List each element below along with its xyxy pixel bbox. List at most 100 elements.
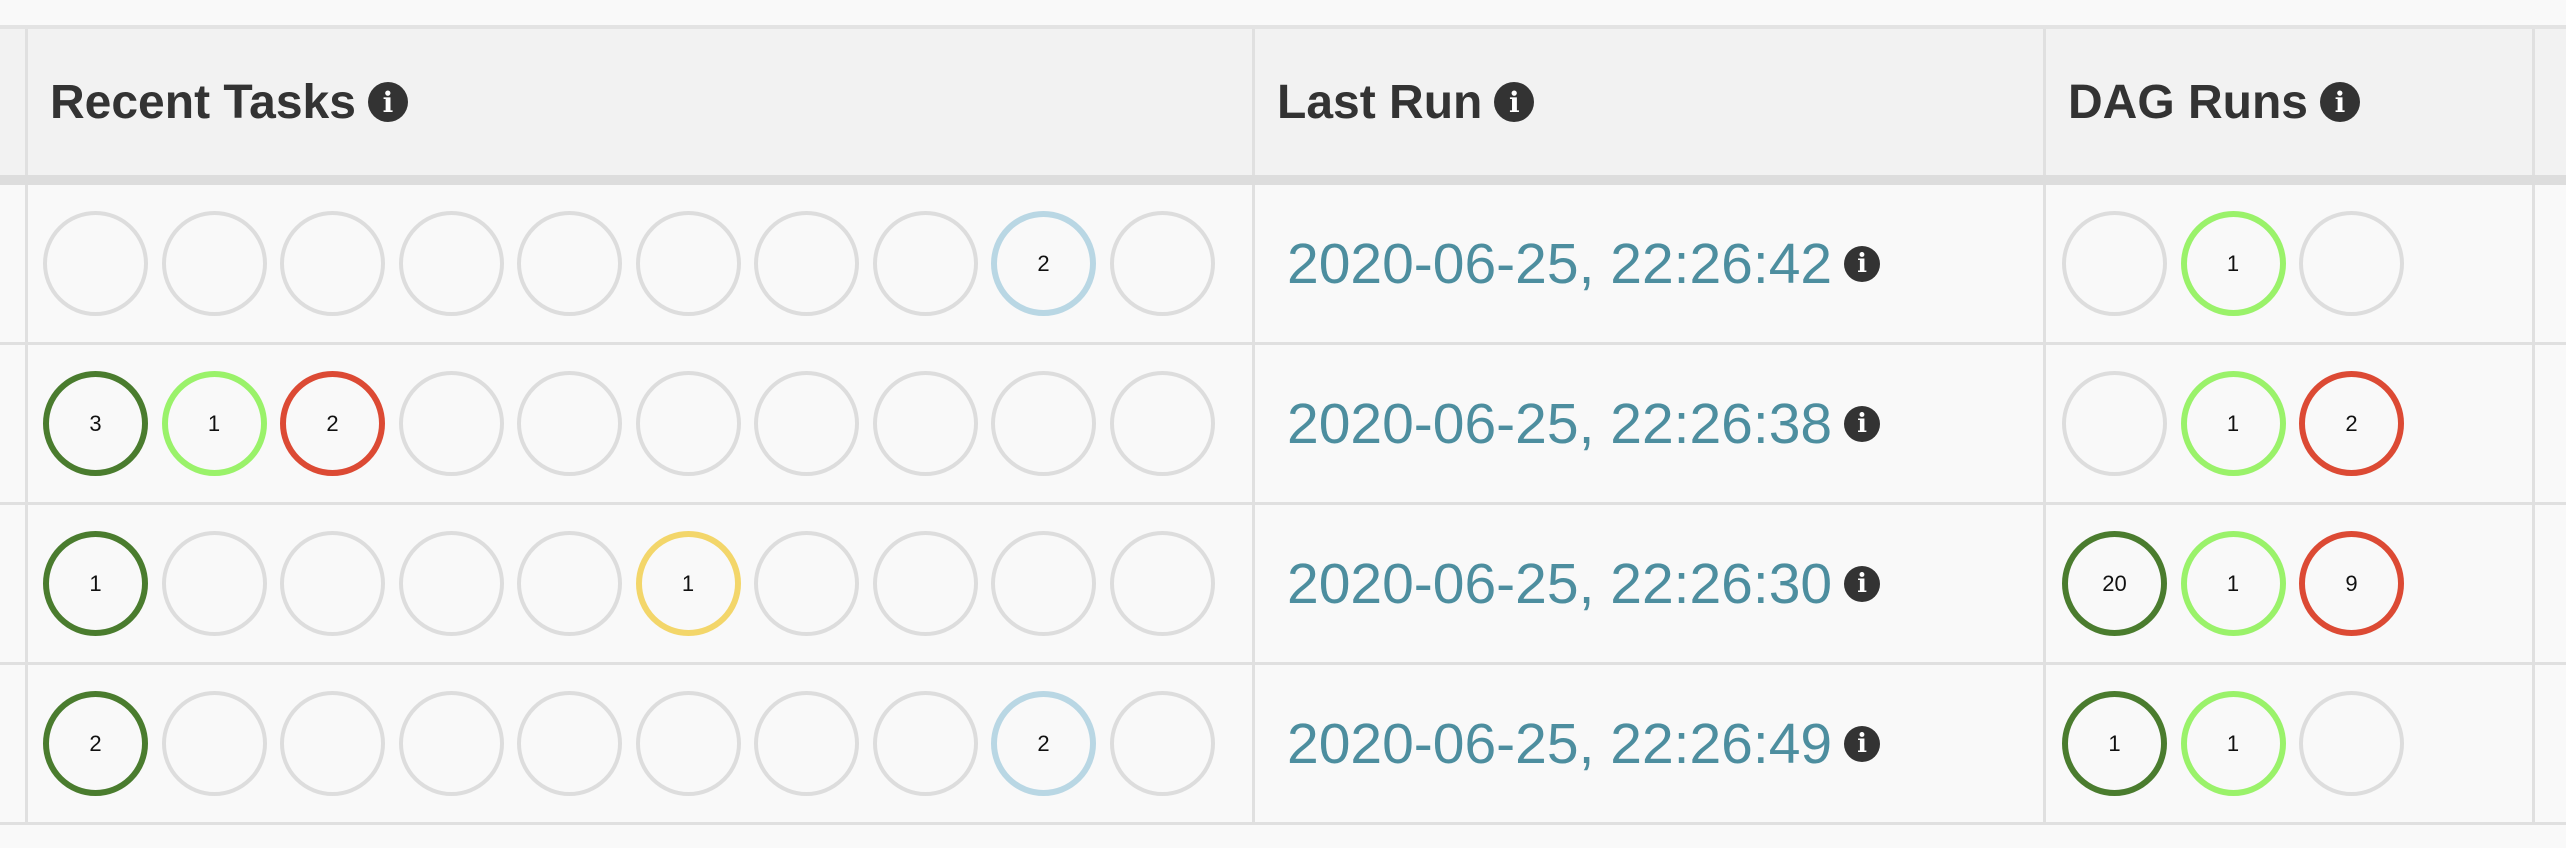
state-circle-none[interactable] — [1109, 211, 1215, 316]
state-circle-none[interactable] — [280, 531, 385, 636]
column-divider — [1252, 505, 1255, 662]
state-circle-none[interactable] — [872, 211, 978, 316]
info-circle-icon[interactable]: i — [367, 82, 408, 122]
state-circle-none[interactable] — [280, 691, 385, 796]
table-row: 2 2020-06-25, 22:26:42 i 1 — [0, 185, 2566, 345]
state-circle-none[interactable] — [161, 691, 267, 796]
dags-table: Recent Tasks i Last Run i DAG Runs i 2 20… — [0, 25, 2566, 825]
state-circle-none[interactable] — [1109, 531, 1215, 636]
column-divider — [1252, 185, 1255, 342]
last-run-cell: 2020-06-25, 22:26:30 i — [1287, 505, 1881, 662]
state-circle-none[interactable] — [398, 371, 504, 476]
state-circle-none[interactable] — [161, 211, 267, 316]
state-circle-none[interactable] — [635, 691, 741, 796]
header-last-run: Last Run i — [1277, 29, 1535, 175]
column-divider — [2043, 345, 2046, 502]
state-circle-none[interactable] — [398, 531, 504, 636]
state-circle-none[interactable] — [398, 691, 504, 796]
header-dag-runs: DAG Runs i — [2068, 29, 2360, 175]
state-circle-success[interactable]: 1 — [43, 531, 148, 636]
dag-runs-circles: 20 1 9 — [2062, 531, 2418, 636]
state-circle-failed[interactable]: 2 — [2299, 371, 2404, 476]
state-circle-none[interactable] — [635, 371, 741, 476]
state-circle-success[interactable]: 20 — [2062, 531, 2167, 636]
state-circle-none[interactable] — [2062, 371, 2167, 476]
state-circle-success[interactable]: 1 — [2062, 691, 2167, 796]
state-circle-none[interactable] — [1109, 691, 1215, 796]
state-circle-failed[interactable]: 9 — [2299, 531, 2404, 636]
state-circle-scheduled[interactable]: 2 — [991, 211, 1096, 316]
state-circle-none[interactable] — [161, 531, 267, 636]
column-divider — [25, 185, 28, 342]
state-circle-none[interactable] — [754, 531, 859, 636]
last-run-cell: 2020-06-25, 22:26:38 i — [1287, 345, 1881, 502]
state-circle-none[interactable] — [991, 371, 1096, 476]
state-circle-none[interactable] — [872, 691, 978, 796]
state-circle-running[interactable]: 1 — [2180, 211, 2286, 316]
state-circle-scheduled[interactable]: 2 — [991, 691, 1096, 796]
column-divider — [2532, 29, 2535, 175]
state-circle-none[interactable] — [754, 211, 859, 316]
header-label: DAG Runs — [2068, 75, 2308, 129]
state-circle-up-for-retry[interactable]: 1 — [635, 531, 741, 636]
state-circle-none[interactable] — [517, 691, 622, 796]
state-circle-none[interactable] — [43, 211, 148, 316]
column-divider — [1252, 345, 1255, 502]
last-run-link[interactable]: 2020-06-25, 22:26:30 — [1287, 551, 1833, 616]
state-circle-none[interactable] — [517, 371, 622, 476]
state-circle-none[interactable] — [517, 531, 622, 636]
state-circle-running[interactable]: 1 — [2180, 371, 2286, 476]
info-circle-icon[interactable]: i — [2320, 82, 2360, 122]
state-circle-none[interactable] — [991, 531, 1096, 636]
state-circle-success[interactable]: 2 — [43, 691, 148, 796]
info-circle-icon[interactable]: i — [1844, 245, 1881, 282]
state-circle-none[interactable] — [754, 371, 859, 476]
state-circle-none[interactable] — [872, 531, 978, 636]
last-run-cell: 2020-06-25, 22:26:49 i — [1287, 665, 1881, 822]
state-circle-none[interactable] — [280, 211, 385, 316]
column-divider — [2043, 665, 2046, 822]
last-run-link[interactable]: 2020-06-25, 22:26:42 — [1287, 231, 1833, 296]
last-run-link[interactable]: 2020-06-25, 22:26:38 — [1287, 391, 1833, 456]
state-circle-failed[interactable]: 2 — [280, 371, 385, 476]
dag-runs-circles: 1 — [2062, 211, 2418, 316]
column-divider — [25, 29, 28, 175]
column-divider — [2043, 29, 2046, 175]
state-circle-none[interactable] — [635, 211, 741, 316]
header-label: Recent Tasks — [50, 75, 356, 129]
column-divider — [2532, 345, 2535, 502]
state-circle-none[interactable] — [2299, 211, 2404, 316]
state-circle-none[interactable] — [2299, 691, 2404, 796]
state-circle-none[interactable] — [754, 691, 859, 796]
state-circle-none[interactable] — [398, 211, 504, 316]
info-circle-icon[interactable]: i — [1494, 82, 1535, 122]
state-circle-running[interactable]: 1 — [2180, 691, 2286, 796]
state-circle-success[interactable]: 3 — [43, 371, 148, 476]
state-circle-none[interactable] — [872, 371, 978, 476]
header-recent-tasks: Recent Tasks i — [50, 29, 408, 175]
info-circle-icon[interactable]: i — [1844, 725, 1881, 762]
state-circle-none[interactable] — [1109, 371, 1215, 476]
state-circle-none[interactable] — [517, 211, 622, 316]
table-row: 2 2 2020-06-25, 22:26:49 i 1 1 — [0, 665, 2566, 825]
table-row: 3 1 2 2020-06-25, 22:26:38 i 1 2 — [0, 345, 2566, 505]
column-divider — [25, 345, 28, 502]
recent-tasks-circles: 2 — [43, 211, 1228, 316]
column-divider — [2532, 505, 2535, 662]
last-run-cell: 2020-06-25, 22:26:42 i — [1287, 185, 1881, 342]
info-circle-icon[interactable]: i — [1844, 565, 1881, 602]
last-run-link[interactable]: 2020-06-25, 22:26:49 — [1287, 711, 1833, 776]
state-circle-running[interactable]: 1 — [161, 371, 267, 476]
column-divider — [2532, 665, 2535, 822]
column-divider — [25, 665, 28, 822]
state-circle-none[interactable] — [2062, 211, 2167, 316]
table-header: Recent Tasks i Last Run i DAG Runs i — [0, 29, 2566, 185]
column-divider — [2532, 185, 2535, 342]
state-circle-running[interactable]: 1 — [2180, 531, 2286, 636]
info-circle-icon[interactable]: i — [1844, 405, 1881, 442]
